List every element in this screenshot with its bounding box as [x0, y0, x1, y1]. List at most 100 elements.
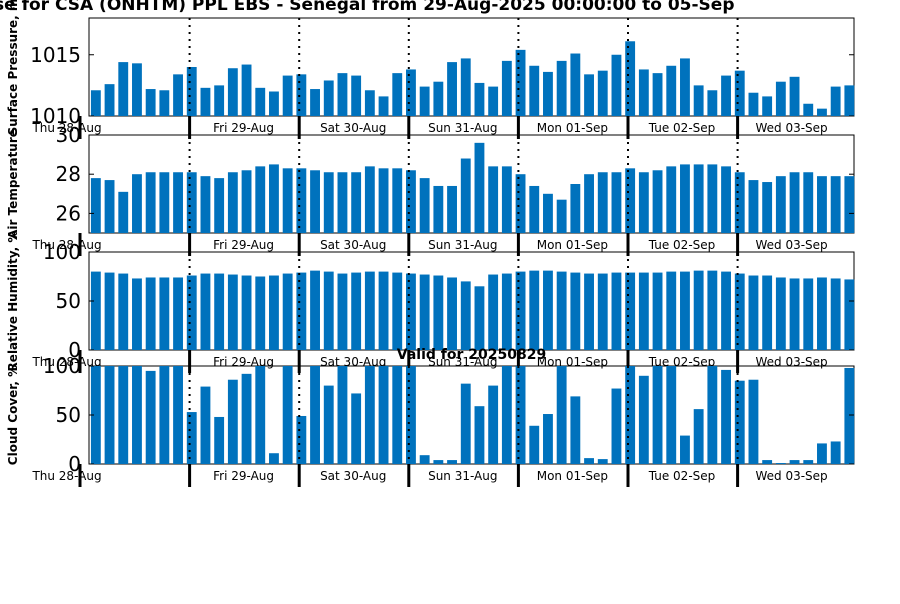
bar [529, 65, 540, 116]
bar [118, 62, 129, 116]
day-label: Sat 30-Aug [320, 355, 386, 369]
bar [817, 176, 827, 233]
bar [625, 168, 636, 233]
bar [186, 275, 197, 350]
day-label: Thu 28-Aug [31, 121, 101, 135]
bar [214, 416, 225, 464]
bar [337, 172, 348, 233]
bar [789, 76, 800, 116]
bar [515, 49, 526, 116]
bar [310, 270, 320, 350]
bar [200, 273, 211, 350]
bar [433, 81, 444, 116]
bar [433, 460, 444, 464]
bar [638, 69, 649, 116]
bar [145, 277, 156, 350]
bar [597, 172, 608, 233]
bar [625, 272, 636, 350]
bar [460, 281, 471, 350]
bar [200, 176, 211, 233]
bar [762, 275, 773, 350]
bar [515, 366, 526, 464]
day-label: Fri 29-Aug [213, 469, 274, 483]
bar [351, 393, 362, 464]
bar [638, 375, 649, 464]
bar [762, 96, 773, 116]
bar [104, 180, 115, 233]
bar [625, 41, 636, 116]
bar [762, 460, 773, 464]
bar [680, 58, 690, 116]
bar [145, 89, 156, 116]
bar [447, 460, 457, 464]
bar [693, 85, 704, 117]
bar [419, 86, 430, 116]
bar [707, 90, 718, 116]
bar [269, 275, 279, 350]
bar [392, 366, 403, 464]
bar [721, 166, 731, 233]
bar [447, 185, 457, 233]
bar [474, 82, 485, 116]
bar [132, 278, 142, 350]
bar [693, 409, 704, 464]
bar [734, 380, 745, 464]
bar [90, 90, 101, 116]
day-label: Thu 28-Aug [31, 355, 101, 369]
bar [501, 273, 512, 350]
bar [748, 379, 759, 464]
bar [214, 178, 225, 233]
y-tick-label: 1010 [30, 104, 81, 128]
bar [748, 275, 759, 350]
bar [611, 388, 622, 464]
bar [269, 164, 279, 233]
bar [488, 166, 499, 233]
bar [364, 271, 375, 350]
bar [118, 273, 129, 350]
bar [419, 455, 430, 464]
bar [159, 277, 170, 350]
bar [310, 89, 320, 116]
bar [693, 270, 704, 350]
bar [501, 366, 512, 464]
bar [200, 87, 211, 116]
bar [255, 87, 266, 116]
day-label: Fri 29-Aug [213, 121, 274, 135]
bar [652, 73, 663, 117]
bar [296, 272, 307, 350]
day-label: Wed 03-Sep [755, 469, 827, 483]
bar [652, 366, 663, 464]
bar [186, 172, 197, 233]
bar [844, 176, 855, 233]
bar [255, 366, 266, 464]
bar [159, 172, 170, 233]
bar [90, 178, 101, 233]
bar [803, 172, 814, 233]
bar [734, 70, 745, 116]
bar [680, 164, 690, 233]
bar [611, 272, 622, 350]
day-label: Sat 30-Aug [320, 238, 386, 252]
y-axis-label: Surface Pressure, m [6, 0, 20, 135]
bar [282, 168, 293, 233]
bar [775, 277, 786, 350]
bar [707, 366, 718, 464]
bar [447, 62, 457, 116]
bar [433, 275, 444, 350]
bar [406, 366, 416, 464]
y-tick-label: 0 [68, 452, 81, 476]
bar [584, 74, 594, 116]
day-label: Tue 02-Sep [648, 469, 716, 483]
bar [310, 170, 320, 233]
bar [241, 64, 252, 116]
bar [241, 170, 252, 233]
bar [460, 158, 471, 233]
bar [803, 278, 814, 350]
bar [775, 176, 786, 233]
bar [364, 166, 375, 233]
bar [543, 414, 553, 464]
bar [666, 65, 677, 116]
bar [186, 67, 197, 116]
bar [104, 272, 115, 350]
bar [638, 172, 649, 233]
